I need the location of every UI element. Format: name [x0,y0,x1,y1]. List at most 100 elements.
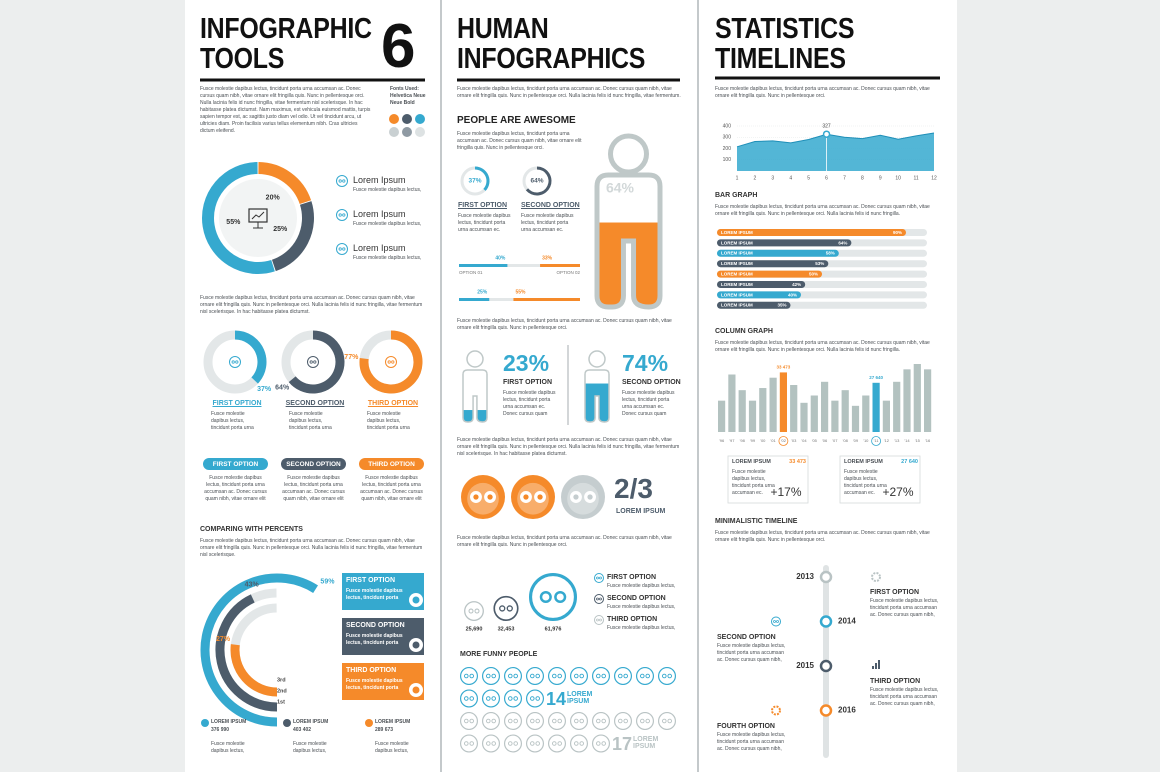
people-percent: 23% [503,350,550,376]
bar [717,249,839,257]
column [779,372,787,432]
face-eye [235,360,239,364]
face-eye [601,741,606,746]
donut-label: 25% [273,226,288,233]
face-eye [513,673,518,679]
donut-shadow [219,179,297,257]
face-outline [459,734,478,753]
face-eye [539,590,552,604]
legend-text: Fusce molestie dapibus lectus, [353,221,422,227]
color-swatch [389,114,399,124]
ring-label: 64% [275,384,290,391]
intro-text: Fusce molestie dapibus lectus, tincidunt… [715,86,930,99]
face-outline [526,734,545,753]
face-eye [535,673,540,679]
face-icon [336,209,348,221]
face-icon [592,712,611,731]
legend-value: 289 673 [375,727,394,733]
donut-label: 55% [226,219,241,226]
face-eye [552,718,557,724]
card-text: Fusce molestie dapibus lectus, tincidunt… [844,469,887,496]
face-icon [570,734,589,753]
face-outline [592,667,611,686]
face-icon [526,712,545,731]
box-notch-icon [412,596,420,604]
pill-label: FIRST OPTION [213,461,259,468]
face-outline [307,356,319,368]
split-name: OPTION 02 [556,270,580,275]
arc-rank: 1st [277,699,285,705]
face-outline [658,667,677,686]
face-eye [231,360,235,364]
face-eye [574,741,579,746]
card [839,455,921,504]
face-pupil [523,494,529,500]
arc-value [215,594,278,712]
option-name: FIRST OPTION [503,379,552,386]
face-pupil [537,494,543,500]
color-swatch [415,114,425,124]
legend-name: Lorem Ipsum [353,243,406,253]
face-icon [614,667,633,686]
face-eye [513,718,518,724]
timeline-year: 2013 [796,572,814,581]
paragraph: Fusce molestie dapibus lectus, tincidunt… [715,530,930,543]
timeline-name: FOURTH OPTION [717,722,775,730]
title: TIMELINES [715,43,846,75]
face-eye [513,741,518,746]
face-icon [548,712,567,731]
bubble-deco [634,199,640,205]
face-outline [594,573,604,583]
y-tick-label: 300 [723,135,732,141]
face-icon [570,667,589,686]
x-tick-label: '96 [719,438,725,443]
card-name: LOREM IPSUM [844,459,883,465]
marker [822,130,831,138]
title: INFOGRAPHICS [457,43,646,75]
face-eye [486,696,491,701]
person-outline [594,172,663,310]
face-eye [508,718,513,724]
face-eye [601,718,606,724]
paragraph: Fusce molestie dapibus lectus, tincidunt… [200,295,423,315]
face-icon [461,475,505,519]
split-bar [459,264,508,267]
x-tick-label: 1 [736,175,739,181]
face-icon [336,175,348,187]
face-icon [636,667,655,686]
legend-text: Fusce molestie dapibus lectus, [353,187,422,193]
legend-name: THIRD OPTION [607,616,658,623]
bubble-deco [620,196,624,200]
timeline-node [819,615,833,628]
arc-label: 59% [320,578,335,585]
paragraph: Fusce molestie dapibus lectus, tincidunt… [715,340,930,353]
option-text: Fusce molestie dapibus lectus, tincidunt… [289,411,332,431]
face-icon [464,601,484,622]
x-tick-label: '03 [791,438,797,443]
face-icon [594,573,604,583]
face-eye [530,741,535,746]
option-text: Fusce molestie dapibus lectus, tincidunt… [503,390,556,417]
face-icon [548,734,567,753]
box-notch-icon [412,641,420,649]
face-eye [486,718,491,724]
face-outline [503,734,522,753]
face-eye [618,673,623,679]
option-text: Fusce molestie dapibus lectus, tincidunt… [458,213,511,233]
paragraph: Fusce molestie dapibus lectus, tincidunt… [457,131,582,151]
face-icon [636,712,655,731]
face-eye [338,213,342,217]
timeline-node [819,570,833,584]
section-heading: COLUMN GRAPH [715,328,773,335]
face-eye [342,247,346,251]
face-icon [459,667,478,686]
face-outline [526,689,545,708]
face-eye [464,718,469,724]
face-outline [592,734,611,753]
area [737,132,934,171]
paragraph: Fusce molestie dapibus lectus, tincidunt… [715,204,930,217]
x-tick-label: 7 [843,175,846,181]
face-eye [491,718,496,724]
column [924,369,932,432]
paragraph: Fusce molestie dapibus lectus, tincidunt… [457,535,672,548]
